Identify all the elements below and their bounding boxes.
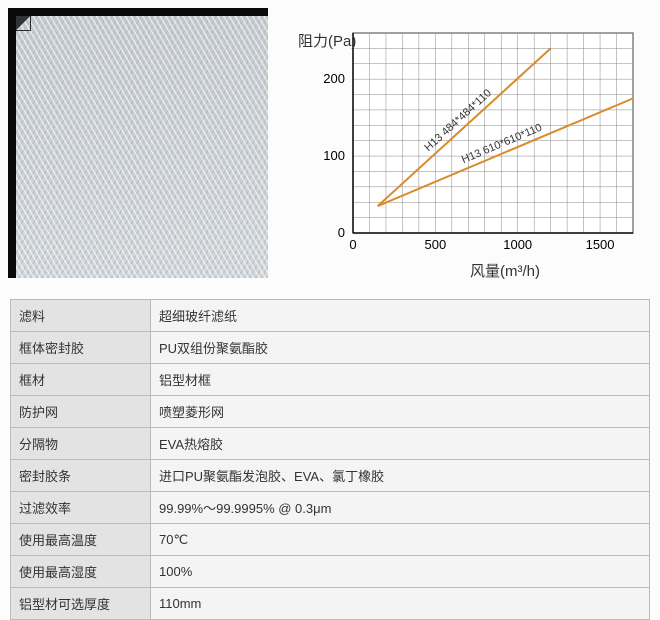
spec-value: 喷塑菱形网 <box>151 396 650 428</box>
spec-key: 密封胶条 <box>11 460 151 492</box>
spec-value: 110mm <box>151 588 650 620</box>
spec-row: 框体密封胶PU双组份聚氨酯胶 <box>11 332 650 364</box>
spec-key: 使用最高湿度 <box>11 556 151 588</box>
chart-y-axis-label: 阻力(Pa) <box>298 30 356 51</box>
spec-row: 防护网喷塑菱形网 <box>11 396 650 428</box>
spec-value: EVA热熔胶 <box>151 428 650 460</box>
spec-key: 使用最高温度 <box>11 524 151 556</box>
svg-text:0: 0 <box>349 237 356 252</box>
spec-value: PU双组份聚氨酯胶 <box>151 332 650 364</box>
spec-key: 防护网 <box>11 396 151 428</box>
mesh-texture <box>16 16 268 278</box>
specs-table: 滤料超细玻纤滤纸框体密封胶PU双组份聚氨酯胶框材铝型材框防护网喷塑菱形网分隔物E… <box>10 299 650 620</box>
filter-product-image <box>8 8 268 278</box>
svg-text:0: 0 <box>338 225 345 240</box>
spec-key: 过滤效率 <box>11 492 151 524</box>
spec-row: 过滤效率99.99%～99.9995% @ 0.3μm <box>11 492 650 524</box>
spec-value: 进口PU聚氨酯发泡胶、EVA、氯丁橡胶 <box>151 460 650 492</box>
spec-key: 铝型材可选厚度 <box>11 588 151 620</box>
spec-row: 使用最高湿度100% <box>11 556 650 588</box>
spec-row: 滤料超细玻纤滤纸 <box>11 300 650 332</box>
chart-canvas: 0500100015000100200H13 484*484*110H13 61… <box>298 28 638 258</box>
spec-key: 框体密封胶 <box>11 332 151 364</box>
spec-row: 框材铝型材框 <box>11 364 650 396</box>
spec-key: 分隔物 <box>11 428 151 460</box>
svg-text:500: 500 <box>425 237 447 252</box>
spec-value: 99.99%～99.9995% @ 0.3μm <box>151 492 650 524</box>
spec-value: 100% <box>151 556 650 588</box>
spec-row: 密封胶条进口PU聚氨酯发泡胶、EVA、氯丁橡胶 <box>11 460 650 492</box>
chart-x-axis-label: 风量(m³/h) <box>298 260 652 281</box>
spec-value: 70℃ <box>151 524 650 556</box>
spec-value: 铝型材框 <box>151 364 650 396</box>
spec-row: 铝型材可选厚度110mm <box>11 588 650 620</box>
svg-text:200: 200 <box>323 71 345 86</box>
resistance-chart: 阻力(Pa) 0500100015000100200H13 484*484*11… <box>298 8 652 281</box>
spec-value: 超细玻纤滤纸 <box>151 300 650 332</box>
spec-row: 使用最高温度70℃ <box>11 524 650 556</box>
svg-text:1500: 1500 <box>586 237 615 252</box>
svg-text:100: 100 <box>323 148 345 163</box>
spec-key: 框材 <box>11 364 151 396</box>
svg-text:1000: 1000 <box>503 237 532 252</box>
spec-key: 滤料 <box>11 300 151 332</box>
spec-row: 分隔物EVA热熔胶 <box>11 428 650 460</box>
